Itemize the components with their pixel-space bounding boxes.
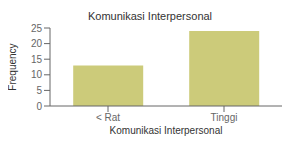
svg-text:15: 15 (31, 54, 43, 65)
svg-text:25: 25 (31, 24, 43, 34)
html-text:Komunikasi Interpersonal: Komunikasi Interpersonal (87, 10, 213, 22)
svg-text:10: 10 (31, 69, 43, 80)
svg-text:5: 5 (36, 85, 42, 96)
svg-text:Tinggi: Tinggi (211, 112, 238, 123)
svg-text:Frequency: Frequency (8, 43, 18, 90)
svg-text:20: 20 (31, 38, 43, 49)
svg-text:Komunikasi Interpersonal: Komunikasi Interpersonal (110, 125, 223, 136)
svg-text:0: 0 (36, 101, 42, 112)
svg-text:< Rat: < Rat (96, 112, 120, 123)
